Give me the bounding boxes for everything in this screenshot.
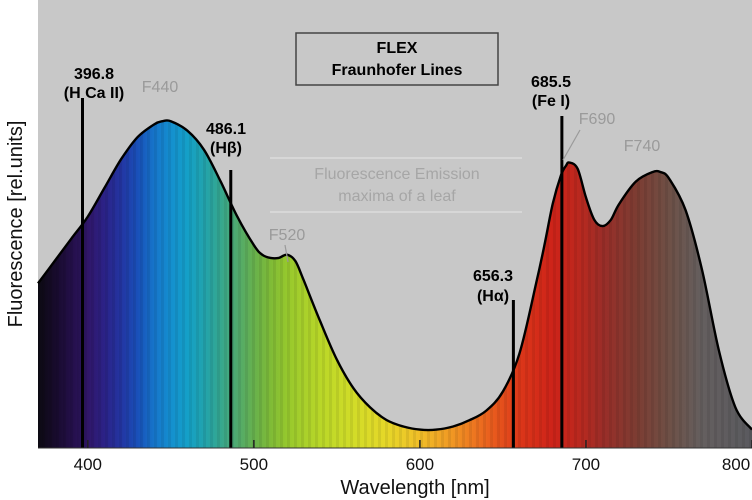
fraunhofer-lines: 396.8 (H Ca II) 486.1 (Hβ) 656.3 (Hα) 685.5 (Fe… bbox=[64, 66, 571, 448]
fraunhofer-species-label: (H Ca II) bbox=[64, 85, 124, 102]
peak-label: F520 bbox=[269, 227, 306, 244]
peak-leader-line bbox=[562, 129, 581, 161]
chart-title: FLEX bbox=[377, 40, 418, 57]
x-tick-label: 700 bbox=[572, 455, 600, 474]
annotation-line-2: maxima of a leaf bbox=[338, 188, 456, 205]
x-tick-label: 500 bbox=[240, 455, 268, 474]
peak-labels: F440 F520 F690 F740 bbox=[142, 79, 661, 263]
x-axis-label: Wavelength [nm] bbox=[340, 477, 489, 499]
x-tick-label: 400 bbox=[74, 455, 102, 474]
title-box: FLEX Fraunhofer Lines bbox=[295, 32, 499, 86]
annotation-box: Fluorescence Emission maxima of a leaf bbox=[270, 157, 522, 213]
fraunhofer-species-label: (Fe I) bbox=[532, 93, 570, 110]
peak-label: F690 bbox=[579, 111, 616, 128]
peak-label: F740 bbox=[624, 138, 661, 155]
y-axis-label: Fluorescence [rel.units] bbox=[5, 121, 27, 328]
peak-leader-line bbox=[284, 244, 289, 263]
fraunhofer-wavelength-label: 656.3 bbox=[473, 268, 513, 285]
fraunhofer-wavelength-label: 486.1 bbox=[206, 121, 246, 138]
fraunhofer-species-label: (Hα) bbox=[477, 288, 509, 305]
fraunhofer-species-label: (Hβ) bbox=[210, 140, 242, 157]
annotation-line-1: Fluorescence Emission bbox=[314, 166, 479, 183]
x-tick-label: 600 bbox=[406, 455, 434, 474]
fluorescence-curve bbox=[37, 119, 752, 432]
chart-subtitle: Fraunhofer Lines bbox=[332, 62, 463, 79]
fraunhofer-wavelength-label: 396.8 bbox=[74, 66, 114, 83]
x-tick-label: 800 bbox=[722, 455, 750, 474]
peak-label: F440 bbox=[142, 79, 179, 96]
fraunhofer-wavelength-label: 685.5 bbox=[531, 74, 571, 91]
x-axis-ticks: 400 500 600 700 800 bbox=[74, 440, 752, 474]
